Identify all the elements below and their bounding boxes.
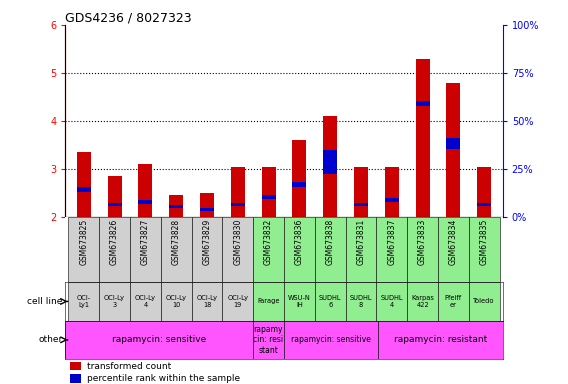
- Text: SUDHL
4: SUDHL 4: [381, 295, 403, 308]
- Bar: [262, 195, 275, 199]
- Text: other: other: [38, 335, 62, 344]
- Text: transformed count: transformed count: [87, 361, 172, 371]
- Bar: [385, 198, 399, 202]
- Bar: [284, 217, 315, 282]
- Bar: [68, 217, 99, 282]
- Bar: [385, 167, 399, 217]
- Bar: [169, 205, 183, 209]
- Text: Farage: Farage: [257, 298, 280, 305]
- Bar: [70, 374, 81, 383]
- Text: GSM673831: GSM673831: [357, 219, 365, 265]
- Bar: [139, 200, 152, 204]
- Bar: [223, 217, 253, 282]
- Text: SUDHL
6: SUDHL 6: [319, 295, 341, 308]
- Text: GSM673829: GSM673829: [203, 219, 211, 265]
- Bar: [130, 282, 161, 321]
- Bar: [253, 321, 284, 359]
- Text: OCI-Ly
19: OCI-Ly 19: [227, 295, 248, 308]
- Bar: [130, 217, 161, 282]
- Bar: [169, 195, 183, 217]
- Bar: [416, 101, 429, 106]
- Bar: [99, 282, 130, 321]
- Bar: [139, 164, 152, 217]
- Text: rapamycin: sensitive: rapamycin: sensitive: [112, 335, 206, 344]
- Bar: [345, 282, 377, 321]
- Bar: [416, 59, 429, 217]
- Bar: [315, 282, 345, 321]
- Text: GSM673838: GSM673838: [325, 219, 335, 265]
- Text: GSM673834: GSM673834: [449, 219, 458, 265]
- Bar: [284, 282, 315, 321]
- Text: GDS4236 / 8027323: GDS4236 / 8027323: [65, 12, 192, 25]
- Bar: [293, 140, 306, 217]
- Bar: [70, 362, 81, 370]
- Bar: [345, 217, 377, 282]
- Bar: [469, 282, 500, 321]
- Text: OCI-
Ly1: OCI- Ly1: [77, 295, 91, 308]
- Bar: [407, 282, 438, 321]
- Text: Toledo: Toledo: [474, 298, 495, 305]
- Text: OCI-Ly
3: OCI-Ly 3: [104, 295, 125, 308]
- Text: GSM673826: GSM673826: [110, 219, 119, 265]
- Bar: [161, 282, 191, 321]
- Text: OCI-Ly
4: OCI-Ly 4: [135, 295, 156, 308]
- Bar: [323, 116, 337, 217]
- Bar: [253, 217, 284, 282]
- Bar: [191, 282, 223, 321]
- Text: GSM673825: GSM673825: [80, 219, 88, 265]
- Bar: [231, 167, 245, 217]
- Bar: [253, 282, 284, 321]
- Bar: [77, 187, 91, 192]
- Bar: [65, 321, 253, 359]
- Bar: [477, 167, 491, 217]
- Bar: [77, 152, 91, 217]
- Bar: [108, 203, 122, 207]
- Bar: [200, 193, 214, 217]
- Bar: [477, 203, 491, 207]
- Bar: [377, 217, 407, 282]
- Text: Pfeiff
er: Pfeiff er: [445, 295, 462, 308]
- Text: GSM673830: GSM673830: [233, 219, 243, 265]
- Bar: [438, 282, 469, 321]
- Text: GSM673827: GSM673827: [141, 219, 150, 265]
- Text: OCI-Ly
18: OCI-Ly 18: [197, 295, 218, 308]
- Bar: [446, 83, 460, 217]
- Bar: [438, 217, 469, 282]
- Bar: [99, 217, 130, 282]
- Bar: [191, 217, 223, 282]
- Text: GSM673837: GSM673837: [387, 219, 396, 265]
- Text: SUDHL
8: SUDHL 8: [350, 295, 372, 308]
- Bar: [161, 217, 191, 282]
- Text: GSM673835: GSM673835: [480, 219, 488, 265]
- Bar: [354, 203, 368, 207]
- Text: GSM673832: GSM673832: [264, 219, 273, 265]
- Bar: [293, 182, 306, 187]
- Text: rapamy
cin: resi
stant: rapamy cin: resi stant: [253, 325, 283, 355]
- Text: GSM673828: GSM673828: [172, 219, 181, 265]
- Bar: [378, 321, 503, 359]
- Text: WSU-N
IH: WSU-N IH: [288, 295, 311, 308]
- Bar: [231, 203, 245, 207]
- Text: OCI-Ly
10: OCI-Ly 10: [166, 295, 187, 308]
- Bar: [284, 321, 378, 359]
- Bar: [323, 150, 337, 174]
- Text: cell line: cell line: [27, 297, 62, 306]
- Text: GSM673836: GSM673836: [295, 219, 304, 265]
- Text: GSM673833: GSM673833: [418, 219, 427, 265]
- Bar: [407, 217, 438, 282]
- Bar: [262, 167, 275, 217]
- Text: rapamycin: resistant: rapamycin: resistant: [394, 335, 487, 344]
- Bar: [68, 282, 99, 321]
- Text: percentile rank within the sample: percentile rank within the sample: [87, 374, 240, 383]
- Text: Karpas
422: Karpas 422: [411, 295, 434, 308]
- Bar: [469, 217, 500, 282]
- Bar: [223, 282, 253, 321]
- Bar: [108, 176, 122, 217]
- Bar: [315, 217, 345, 282]
- Text: rapamycin: sensitive: rapamycin: sensitive: [291, 335, 371, 344]
- Bar: [377, 282, 407, 321]
- Bar: [200, 208, 214, 211]
- Bar: [354, 167, 368, 217]
- Bar: [446, 138, 460, 149]
